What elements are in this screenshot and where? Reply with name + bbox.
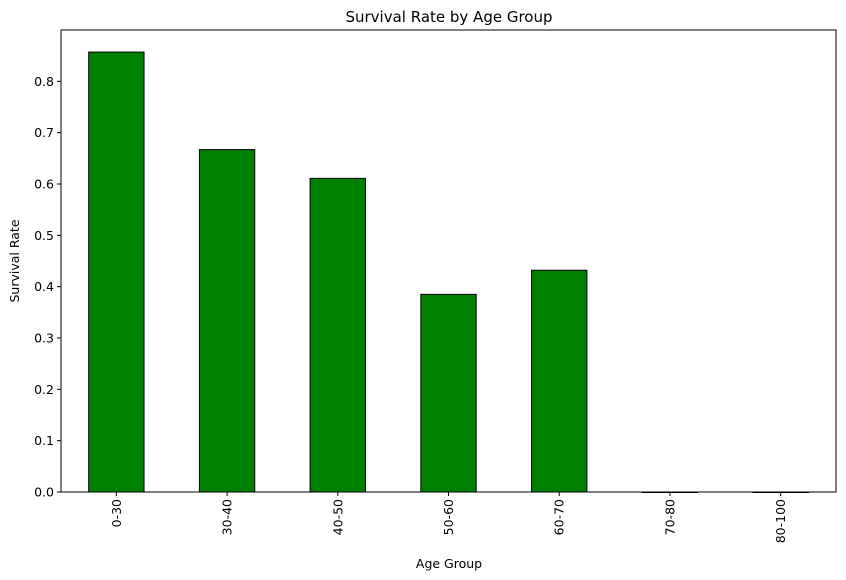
y-tick-label: 0.1 (34, 433, 54, 448)
x-tick-label: 80-100 (773, 499, 788, 543)
y-tick-label: 0.7 (34, 125, 54, 140)
y-tick-label: 0.5 (34, 228, 54, 243)
y-axis-label: Survival Rate (7, 219, 22, 302)
y-tick-label: 0.0 (34, 485, 54, 500)
y-tick-label: 0.3 (34, 331, 54, 346)
y-tick-label: 0.2 (34, 382, 54, 397)
x-tick-label: 40-50 (330, 499, 345, 535)
x-tick-label: 70-80 (662, 499, 677, 535)
y-tick-label: 0.6 (34, 177, 54, 192)
x-tick-label: 30-40 (220, 499, 235, 535)
bars-group (88, 51, 809, 493)
x-tick-label: 0-30 (109, 499, 124, 527)
bar-50-60 (420, 293, 477, 493)
bar-60-70 (531, 269, 588, 493)
plot-frame (60, 29, 837, 493)
y-tick-label: 0.8 (34, 74, 54, 89)
x-tick-label: 50-60 (441, 499, 456, 535)
x-axis-label: Age Group (416, 556, 482, 571)
x-axis: 0-30 30-40 40-50 50-60 60-70 70-80 80-100 (109, 492, 788, 543)
bar-30-40 (198, 149, 256, 493)
y-tick-label: 0.4 (34, 279, 54, 294)
y-axis: 0.0 0.1 0.2 0.3 0.4 0.5 0.6 0.7 0.8 (34, 74, 61, 500)
x-tick-label: 60-70 (552, 499, 567, 535)
bar-40-50 (309, 177, 366, 493)
bar-0-30 (88, 51, 145, 493)
chart-title: Survival Rate by Age Group (345, 8, 552, 26)
